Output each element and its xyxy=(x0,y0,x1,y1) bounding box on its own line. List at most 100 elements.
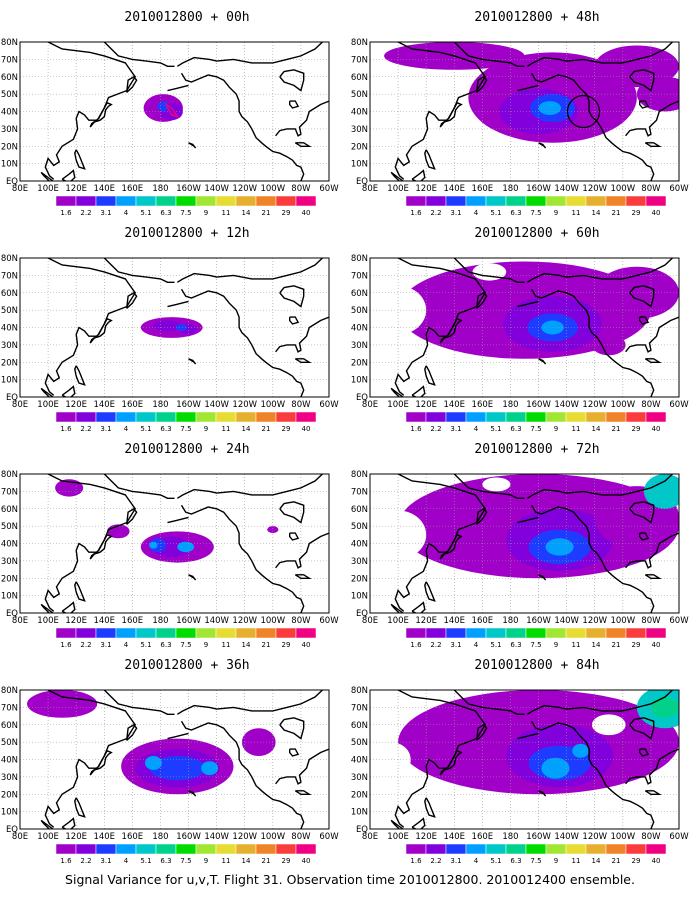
colorbar-swatch xyxy=(175,195,197,207)
colorbar-swatch xyxy=(505,195,527,207)
coastline xyxy=(61,385,76,397)
lon-tick-label: 180 xyxy=(502,832,518,842)
colorbar-label: 6.3 xyxy=(510,857,521,865)
variance-contour xyxy=(27,690,98,718)
colorbar-swatch xyxy=(55,195,77,207)
panel-title-48h: 2010012800 + 48h xyxy=(474,10,600,25)
lon-tick-label: 160W xyxy=(176,616,201,626)
colorbar-label: 4 xyxy=(474,209,479,217)
coastline xyxy=(526,690,674,715)
lat-tick-label: EQ xyxy=(356,609,368,619)
colorbar-swatch xyxy=(255,627,277,639)
colorbar-swatch xyxy=(625,627,647,639)
lat-tick-label: 20N xyxy=(351,358,368,368)
colorbar-label: 3.1 xyxy=(100,425,111,433)
coastline xyxy=(390,819,404,829)
coastline xyxy=(530,288,655,397)
colorbar-swatch xyxy=(425,627,447,639)
colorbar-swatch xyxy=(465,411,487,423)
coastline xyxy=(279,717,305,740)
lon-tick-label: 60W xyxy=(319,616,339,626)
colorbar-swatch xyxy=(485,627,507,639)
colorbar-label: 4 xyxy=(474,641,479,649)
coastline xyxy=(453,258,525,283)
colorbar-label: 4 xyxy=(474,857,479,865)
colorbar-label: 21 xyxy=(262,641,271,649)
lon-tick-label: 60W xyxy=(319,832,339,842)
colorbar-swatch xyxy=(195,411,217,423)
colorbar-label: 2.2 xyxy=(80,857,91,865)
panel-title-12h: 2010012800 + 12h xyxy=(124,226,250,241)
lat-tick-label: 60N xyxy=(351,289,368,299)
lat-tick-label: 50N xyxy=(1,522,18,532)
variance-contour xyxy=(538,101,562,115)
lon-tick-label: 140W xyxy=(554,832,579,842)
colorbar-label: 40 xyxy=(302,425,311,433)
lon-tick-label: 120W xyxy=(582,832,607,842)
colorbar-swatch xyxy=(135,411,157,423)
coastline xyxy=(538,574,547,581)
colorbar-label: 21 xyxy=(262,425,271,433)
colorbar-swatch xyxy=(115,195,137,207)
colorbar-label: 9 xyxy=(554,641,558,649)
colorbar-label: 1.6 xyxy=(60,857,72,865)
map-content xyxy=(20,474,329,613)
colorbar-label: 14 xyxy=(242,641,251,649)
lon-tick-label: 140W xyxy=(204,832,229,842)
lon-tick-label: 120W xyxy=(582,400,607,410)
coastline xyxy=(44,42,137,180)
colorbar-swatch xyxy=(275,627,297,639)
colorbar-swatch xyxy=(295,411,317,423)
map-frame xyxy=(369,689,680,830)
lon-tick-label: 80E xyxy=(12,400,28,410)
lat-tick-label: 40N xyxy=(1,108,18,118)
coastline xyxy=(167,516,189,524)
lat-tick-label: 10N xyxy=(351,160,368,170)
coastline xyxy=(517,84,539,92)
lat-tick-label: 40N xyxy=(351,540,368,550)
colorbar-label: 21 xyxy=(612,425,621,433)
coastline xyxy=(476,291,488,309)
colorbar-swatch xyxy=(95,411,117,423)
lon-tick-label: 120E xyxy=(415,400,437,410)
lon-tick-label: 160W xyxy=(526,832,551,842)
coastline xyxy=(526,42,674,67)
lon-tick-label: 80W xyxy=(641,616,661,626)
figure-caption: Signal Variance for u,v,T. Flight 31. Ob… xyxy=(65,872,635,887)
lon-tick-label: 120W xyxy=(232,832,257,842)
lat-tick-label: 20N xyxy=(1,142,18,152)
colorbar-swatch xyxy=(215,843,237,855)
colorbar-label: 40 xyxy=(652,857,661,865)
colorbar-label: 11 xyxy=(572,857,581,865)
lon-tick-label: 100E xyxy=(387,400,409,410)
coastline xyxy=(439,101,463,128)
coastline xyxy=(625,748,679,785)
colorbar-label: 2.2 xyxy=(80,209,91,217)
colorbar-swatch xyxy=(255,411,277,423)
lon-tick-label: 60W xyxy=(669,184,689,194)
colorbar-swatch xyxy=(545,195,567,207)
variance-contour xyxy=(594,266,679,319)
colorbar-label: 11 xyxy=(222,209,231,217)
lon-tick-label: 140E xyxy=(443,400,465,410)
lat-tick-label: 70N xyxy=(1,487,18,497)
lat-tick-label: 30N xyxy=(1,125,18,135)
colorbar-swatch xyxy=(605,195,627,207)
lon-tick-label: 80W xyxy=(641,832,661,842)
lon-tick-label: 140W xyxy=(204,184,229,194)
colorbar-label: 5.1 xyxy=(140,209,151,217)
coastline xyxy=(275,748,329,785)
lat-tick-label: 30N xyxy=(351,125,368,135)
colorbar-swatch xyxy=(255,195,277,207)
colorbar-swatch xyxy=(295,627,317,639)
lon-tick-label: 60W xyxy=(319,184,339,194)
lon-tick-label: 160E xyxy=(472,400,494,410)
lon-tick-label: 100E xyxy=(37,400,59,410)
colorbar-swatch xyxy=(465,627,487,639)
lon-tick-label: 120E xyxy=(65,616,87,626)
colorbar-label: 3.1 xyxy=(100,209,111,217)
lat-tick-label: 10N xyxy=(351,376,368,386)
colorbar-swatch xyxy=(445,843,467,855)
